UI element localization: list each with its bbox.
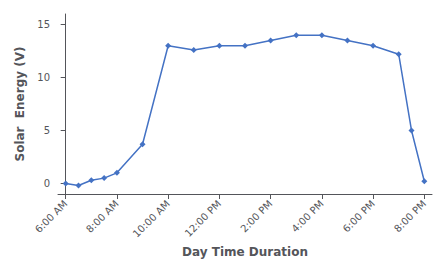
svg-text:5: 5 bbox=[44, 125, 50, 136]
svg-text:6:00 PM: 6:00 PM bbox=[341, 198, 377, 234]
svg-text:0: 0 bbox=[44, 178, 50, 189]
svg-text:8:00 PM: 8:00 PM bbox=[392, 198, 428, 234]
svg-text:15: 15 bbox=[37, 19, 50, 30]
svg-text:10: 10 bbox=[37, 72, 50, 83]
svg-text:10:00 AM: 10:00 AM bbox=[131, 198, 172, 239]
svg-text:4:00 PM: 4:00 PM bbox=[290, 198, 326, 234]
svg-text:12:00 PM: 12:00 PM bbox=[183, 198, 224, 239]
svg-text:6:00 AM: 6:00 AM bbox=[33, 198, 70, 235]
svg-text:8:00 AM: 8:00 AM bbox=[84, 198, 121, 235]
svg-text:Day Time Duration: Day Time Duration bbox=[182, 245, 308, 259]
svg-text:2:00 PM: 2:00 PM bbox=[238, 198, 274, 234]
svg-text:Solar Energy (V): Solar Energy (V) bbox=[13, 46, 27, 161]
